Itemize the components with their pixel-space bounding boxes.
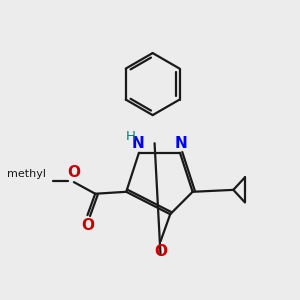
Text: O: O <box>68 165 80 180</box>
Text: N: N <box>175 136 187 151</box>
Text: O: O <box>154 244 167 259</box>
Text: O: O <box>81 218 94 233</box>
Text: methyl: methyl <box>7 169 46 179</box>
Text: N: N <box>132 136 144 151</box>
Text: H: H <box>126 130 136 143</box>
